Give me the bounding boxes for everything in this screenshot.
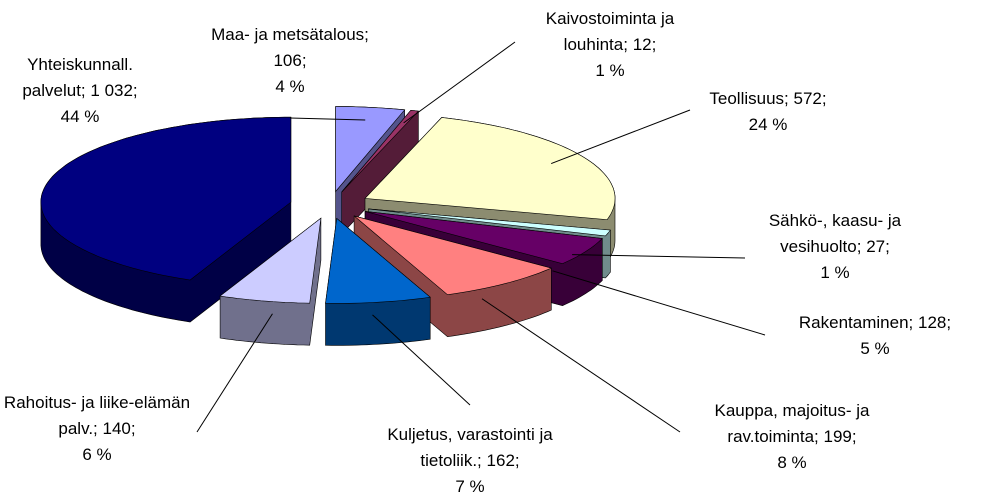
leader-line bbox=[289, 117, 366, 121]
data-label: Kuljetus, varastointi ja tietoliik.; 162… bbox=[355, 422, 585, 494]
label-category: Rakentaminen; bbox=[798, 313, 914, 332]
label-category: Teollisuus; bbox=[709, 89, 789, 108]
data-label: Maa- ja metsätalous; 106; 4 % bbox=[180, 22, 400, 100]
pie-slice bbox=[325, 217, 431, 346]
label-value: 106; bbox=[273, 51, 307, 70]
label-percentage: 24 % bbox=[748, 115, 788, 134]
label-value: 27; bbox=[866, 237, 890, 256]
label-percentage: 5 % bbox=[860, 339, 890, 358]
leader-line bbox=[403, 41, 516, 124]
data-label: Teollisuus; 572; 24 % bbox=[683, 86, 853, 138]
data-label: Kauppa, majoitus- ja rav.toiminta; 199; 8… bbox=[677, 398, 907, 476]
label-value: 572; bbox=[793, 89, 827, 108]
label-category: Kaivostoiminta ja louhinta; bbox=[545, 9, 675, 54]
label-percentage: 44 % bbox=[60, 107, 100, 126]
pie-slice bbox=[353, 215, 553, 338]
slice-top bbox=[325, 217, 431, 304]
pie-slice bbox=[40, 116, 292, 323]
label-value: 12; bbox=[632, 35, 657, 54]
label-percentage: 1 % bbox=[820, 263, 850, 282]
label-category: Rahoitus- ja liike-elämän palv.; bbox=[3, 393, 191, 438]
slice-top bbox=[335, 106, 406, 193]
label-category: Kauppa, majoitus- ja rav.toiminta; bbox=[714, 401, 870, 446]
slice-top bbox=[40, 116, 292, 281]
slice-top bbox=[341, 109, 420, 193]
label-percentage: 6 % bbox=[82, 445, 112, 464]
leader-line bbox=[552, 270, 766, 336]
leader-line bbox=[196, 313, 273, 433]
label-value: 140; bbox=[102, 419, 136, 438]
data-label: Rahoitus- ja liike-elämän palv.; 140; 6 % bbox=[2, 390, 192, 468]
data-label: Yhteiskunnall. palvelut; 1 032; 44 % bbox=[0, 52, 165, 130]
label-category: Kuljetus, varastointi ja tietoliik.; bbox=[387, 425, 553, 470]
label-percentage: 8 % bbox=[777, 453, 807, 472]
label-value: 199; bbox=[823, 427, 857, 446]
label-category: Yhteiskunnall. palvelut; bbox=[22, 55, 133, 100]
label-value: 1 032; bbox=[90, 81, 138, 100]
label-category: Sähkö-, kaasu- ja vesihuolto; bbox=[768, 211, 902, 256]
leader-line bbox=[572, 254, 746, 259]
data-label: Rakentaminen; 128; 5 % bbox=[770, 310, 980, 362]
leader-line bbox=[372, 314, 471, 406]
slice-top bbox=[364, 117, 616, 221]
data-label: Kaivostoiminta ja louhinta; 12; 1 % bbox=[515, 6, 705, 84]
label-percentage: 1 % bbox=[595, 61, 625, 80]
leader-line bbox=[551, 109, 691, 165]
label-value: 128; bbox=[917, 313, 952, 332]
slice-top bbox=[368, 208, 611, 237]
slice-top bbox=[219, 217, 322, 304]
slice-top bbox=[365, 211, 603, 265]
leader-line bbox=[481, 298, 681, 433]
pie-slice bbox=[219, 217, 322, 346]
label-percentage: 7 % bbox=[455, 477, 485, 494]
label-percentage: 4 % bbox=[275, 77, 305, 96]
label-value: 162; bbox=[486, 451, 520, 470]
label-category: Maa- ja metsätalous; bbox=[211, 25, 369, 44]
data-label: Sähkö-, kaasu- ja vesihuolto; 27; 1 % bbox=[750, 208, 920, 286]
slice-top bbox=[353, 215, 553, 296]
